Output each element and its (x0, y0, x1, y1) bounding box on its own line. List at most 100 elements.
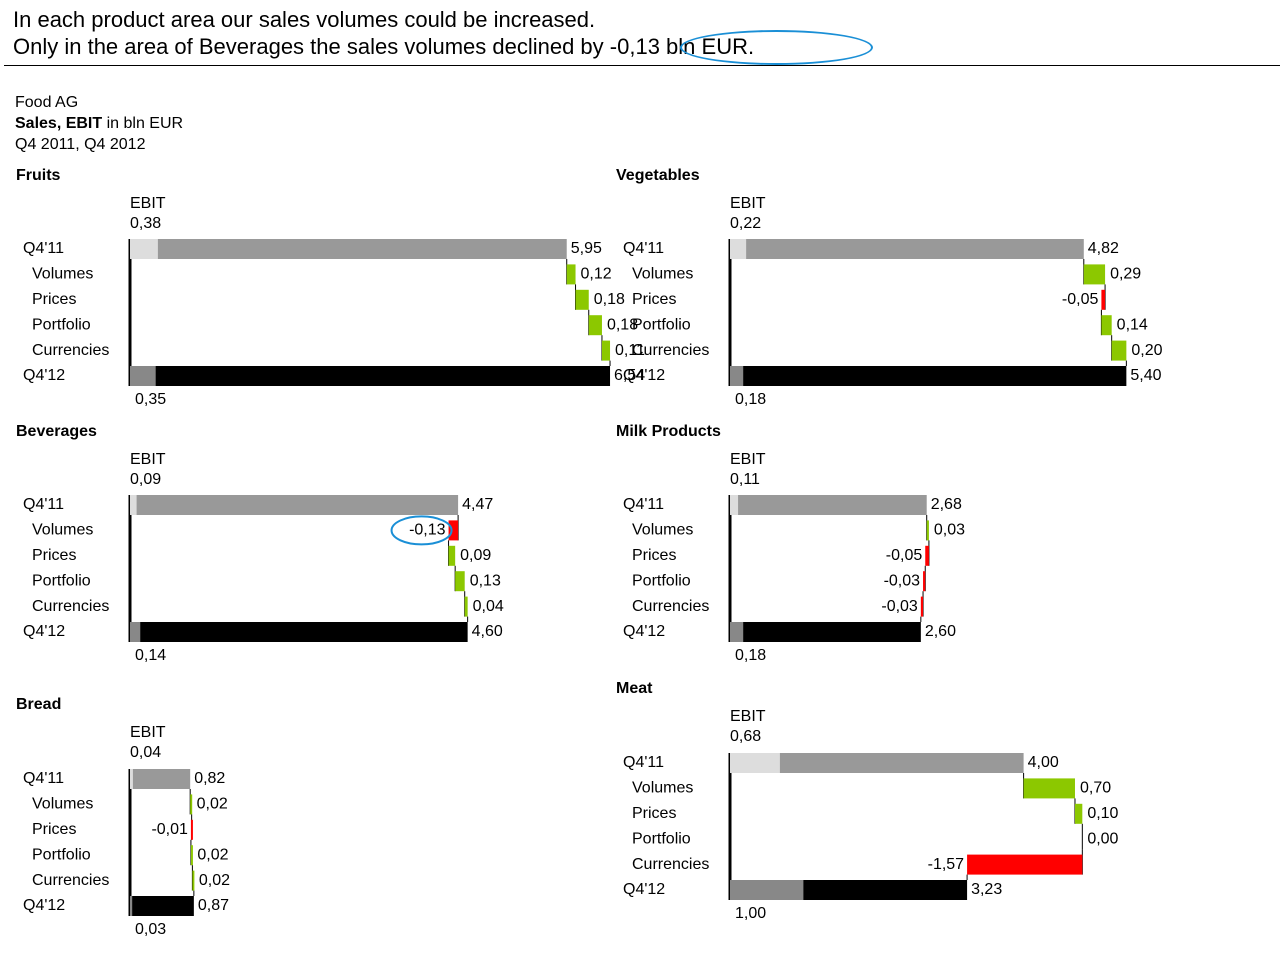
category-label: Q4'11 (23, 496, 64, 513)
negative-delta-bar (920, 596, 924, 617)
ebit-curr-value: 0,35 (135, 391, 166, 408)
chart-panel-meat: Meat EBIT 0,68 Q4'11 Volumes Prices Portfolio C… (616, 680, 1119, 922)
total-bar-q4-12 (730, 622, 921, 642)
category-label: Q4'11 (23, 240, 64, 257)
ebit-label: EBIT (130, 195, 166, 212)
category-label: Q4'12 (23, 367, 65, 384)
total-bar-q4-11 (730, 239, 1084, 259)
total-bar-q4-11 (130, 769, 191, 789)
data-label: 0,70 (1080, 780, 1111, 797)
category-label: Volumes (632, 266, 693, 283)
data-label: -0,05 (1062, 291, 1099, 308)
panel-title: Meat (616, 680, 653, 697)
data-label: 0,18 (607, 316, 638, 333)
total-bar-q4-11 (730, 495, 927, 515)
headline-callout-ellipse (680, 30, 873, 65)
category-label: Currencies (32, 872, 109, 889)
category-label: Q4'11 (623, 240, 664, 257)
ebit-curr-value: 0,14 (135, 647, 166, 664)
category-label: Prices (632, 547, 676, 564)
ebit-prev-value: 0,38 (130, 215, 161, 232)
chart-panel-vegetables: Vegetables EBIT 0,22 Q4'11 Volumes Prices Port… (616, 167, 1163, 408)
data-label: 0,02 (199, 872, 230, 889)
headline: In each product area our sales volumes c… (13, 6, 754, 60)
positive-delta-bar (190, 845, 193, 866)
total-bar-q4-12 (130, 366, 611, 386)
panel-title: Beverages (16, 423, 97, 440)
measure-line: Sales, EBIT in bln EUR (15, 113, 183, 134)
category-label: Currencies (32, 342, 109, 359)
positive-delta-bar (601, 340, 611, 361)
category-label: Prices (32, 821, 76, 838)
panel-title: Bread (16, 696, 61, 713)
category-label: Prices (632, 291, 676, 308)
headline-line-2-prefix: Only in the area of Beverages the sales … (13, 34, 604, 59)
positive-delta-bar (566, 264, 576, 285)
ebit-prev-value: 0,11 (730, 471, 760, 488)
measure-unit: in bln EUR (102, 115, 184, 132)
highlight-callout-ellipse (390, 515, 453, 546)
ebit-bar-q4-11 (730, 753, 780, 773)
data-label: 0,02 (197, 846, 228, 863)
ebit-label: EBIT (730, 195, 766, 212)
data-label: 0,13 (470, 572, 501, 589)
category-label: Q4'12 (623, 623, 665, 640)
measure-bold: Sales, EBIT (15, 115, 103, 132)
data-label: 4,82 (1088, 240, 1119, 257)
category-label: Prices (32, 291, 76, 308)
category-label: Portfolio (632, 316, 691, 333)
positive-delta-bar (1074, 803, 1083, 824)
category-label: Currencies (632, 342, 709, 359)
data-label: 0,82 (194, 770, 225, 787)
ebit-label: EBIT (130, 724, 166, 741)
data-label: 0,09 (460, 547, 491, 564)
data-label: -0,01 (151, 821, 188, 838)
negative-delta-bar (1101, 289, 1106, 310)
data-label: 6,54 (614, 367, 645, 384)
total-bar-q4-12 (130, 622, 468, 642)
ebit-bar-q4-11 (130, 239, 158, 259)
category-label: Q4'12 (23, 897, 65, 914)
ebit-curr-value: 0,03 (135, 921, 166, 938)
category-label: Q4'11 (623, 496, 664, 513)
ebit-bar-q4-11 (130, 769, 133, 789)
ebit-prev-value: 0,68 (730, 728, 761, 745)
category-label: Portfolio (632, 830, 691, 847)
data-label: 0,04 (473, 598, 504, 615)
ebit-bar-q4-11 (130, 495, 137, 515)
category-label: Portfolio (32, 316, 91, 333)
positive-delta-bar (192, 870, 195, 891)
ebit-bar-q4-12 (730, 622, 744, 642)
data-label: 0,10 (1087, 805, 1118, 822)
ebit-bar-q4-12 (730, 880, 804, 900)
data-label: 5,95 (571, 240, 602, 257)
negative-delta-bar (925, 545, 929, 566)
ebit-bar-q4-12 (130, 896, 133, 916)
positive-delta-bar (1111, 340, 1127, 361)
category-label: Q4'12 (23, 623, 65, 640)
ebit-curr-value: 0,18 (735, 391, 766, 408)
data-label: -1,57 (928, 856, 965, 873)
negative-delta-bar (190, 819, 193, 840)
data-label: 0,12 (581, 266, 612, 283)
ebit-label: EBIT (730, 451, 766, 468)
category-label: Volumes (32, 266, 93, 283)
category-label: Volumes (632, 780, 693, 797)
data-label: -0,05 (886, 547, 923, 564)
positive-delta-bar (448, 545, 456, 566)
category-label: Volumes (32, 796, 93, 813)
panel-title: Fruits (16, 167, 61, 184)
data-label: 0,87 (198, 897, 229, 914)
data-label: 0,00 (1087, 830, 1118, 847)
positive-delta-bar (575, 289, 589, 310)
panel-title: Vegetables (616, 167, 700, 184)
ebit-bar-q4-12 (130, 622, 141, 642)
headline-line-2: Only in the area of Beverages the sales … (13, 33, 754, 60)
category-label: Currencies (632, 856, 709, 873)
category-label: Prices (32, 547, 76, 564)
ebit-bar-q4-11 (730, 495, 739, 515)
data-label: 0,18 (594, 291, 625, 308)
ebit-label: EBIT (730, 708, 766, 725)
ebit-bar-q4-12 (130, 366, 156, 386)
